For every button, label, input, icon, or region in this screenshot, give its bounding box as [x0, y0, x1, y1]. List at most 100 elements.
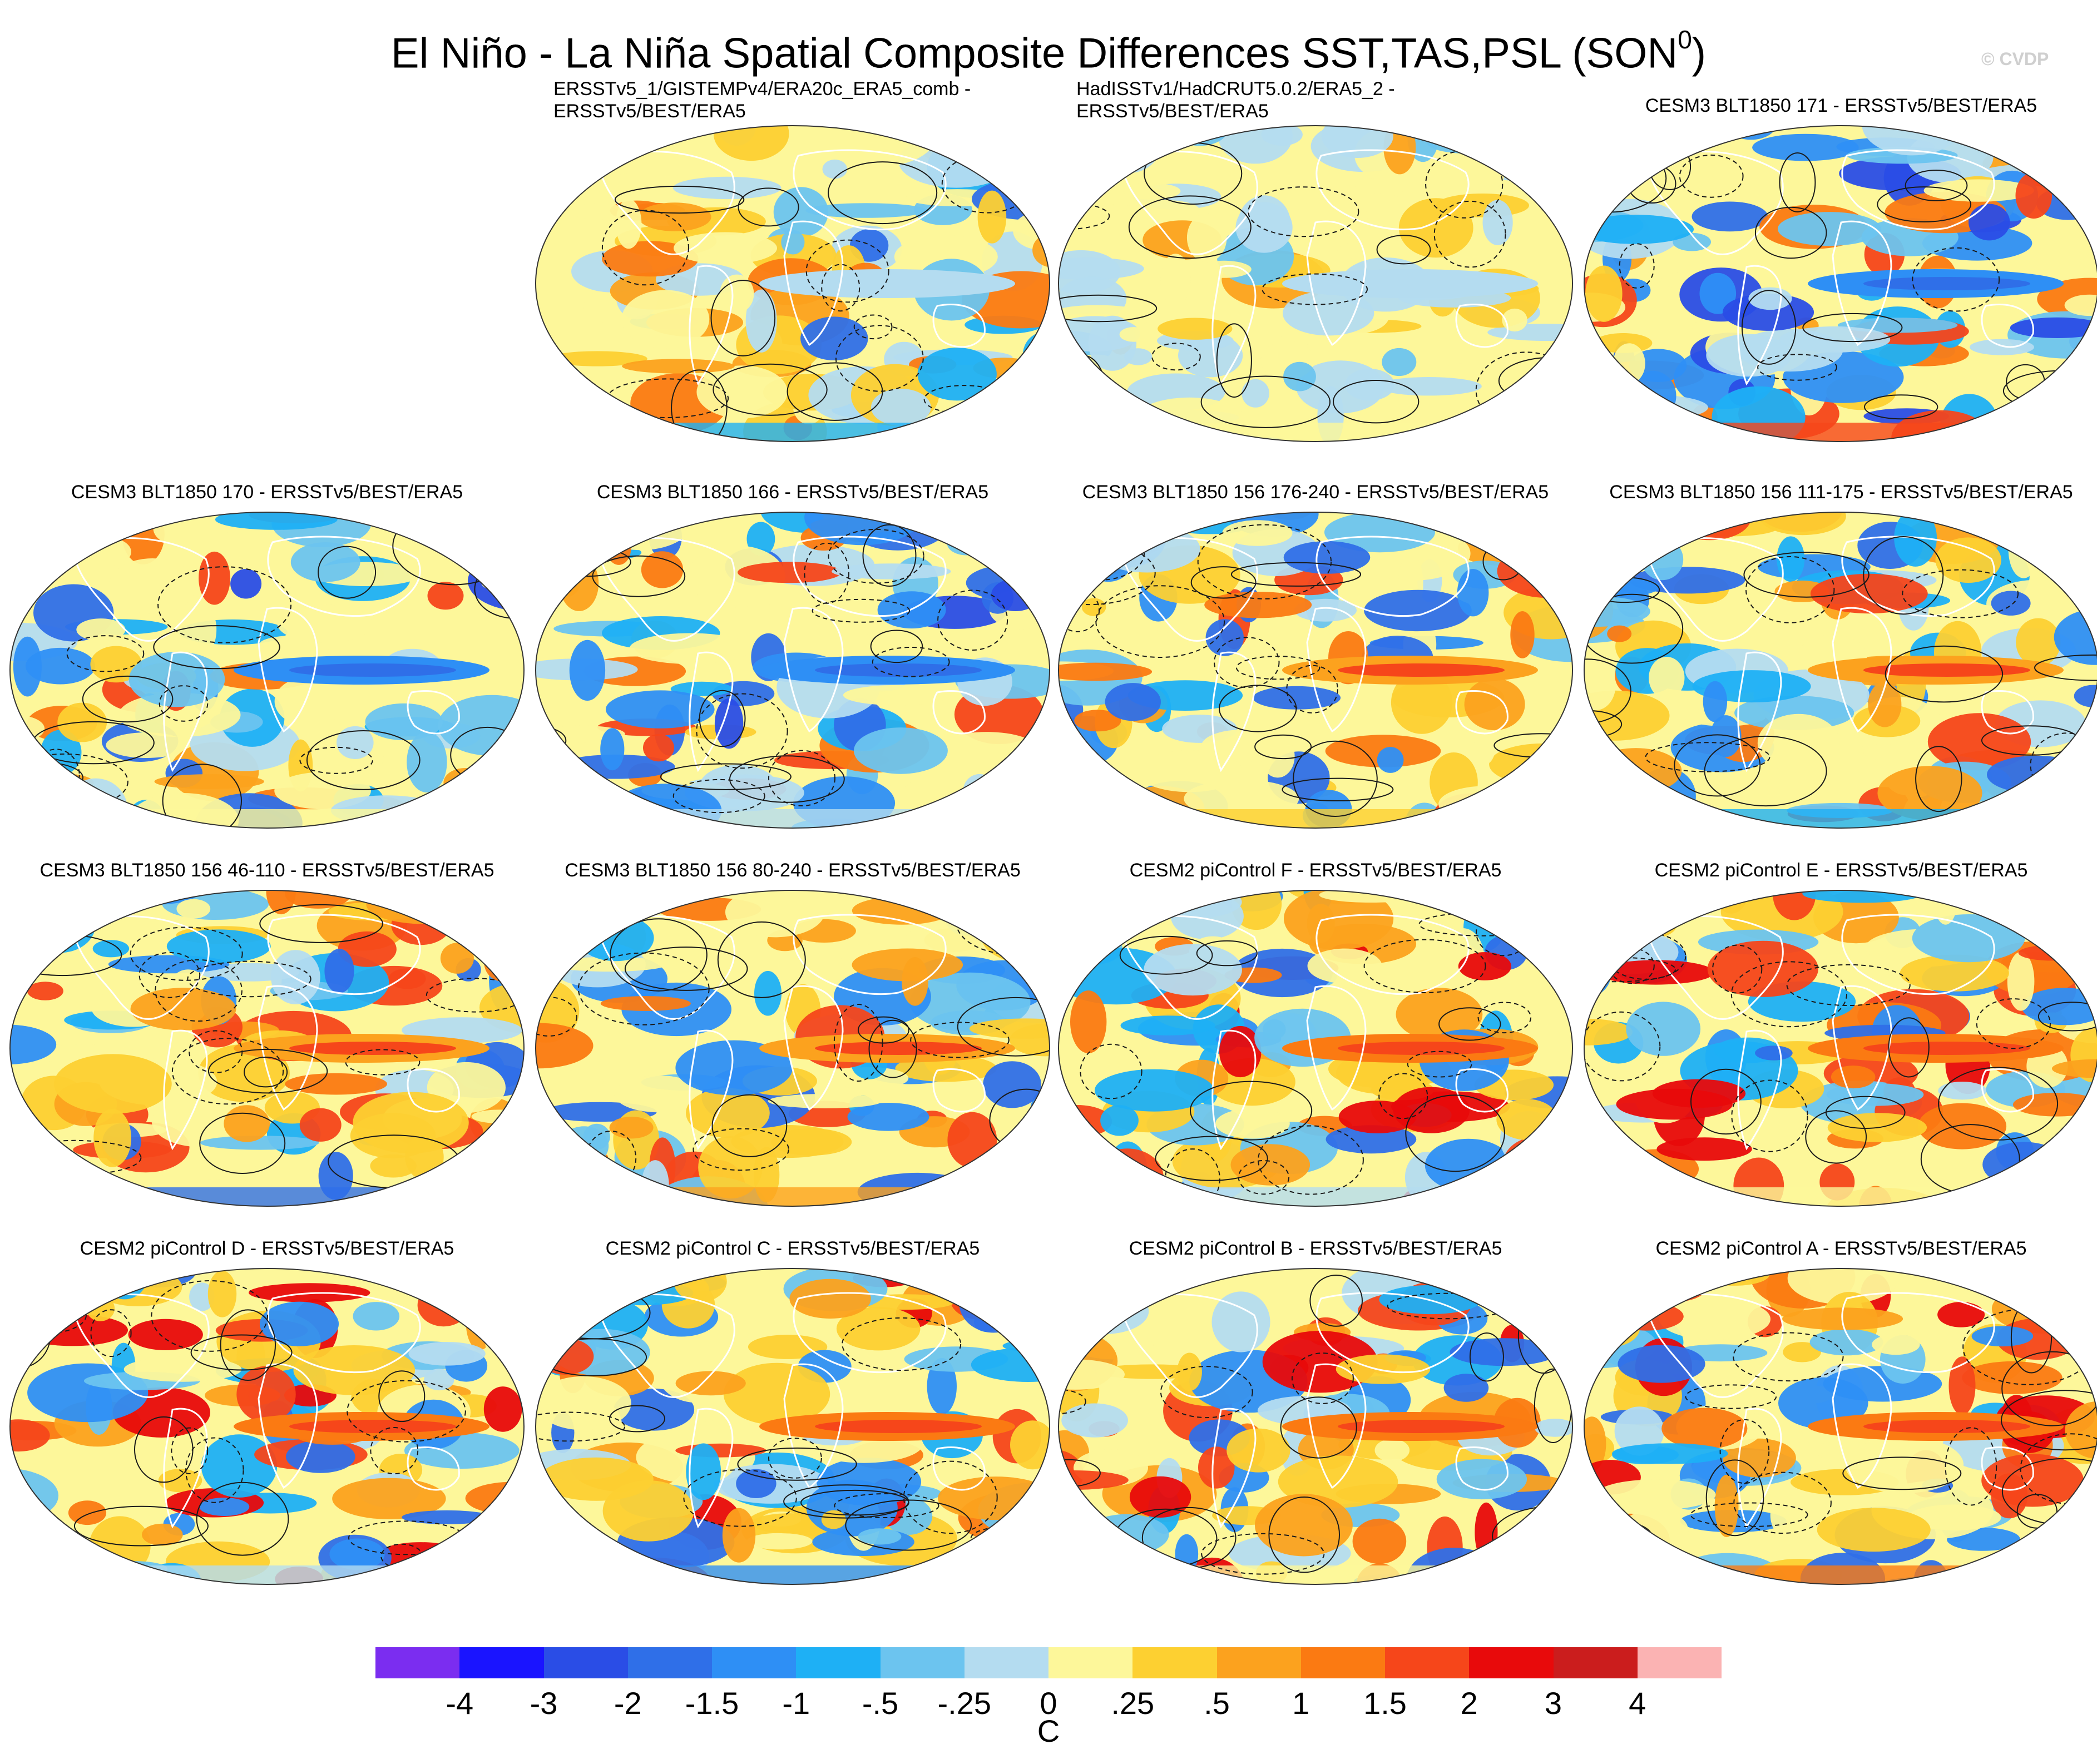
anomaly-patch — [545, 1524, 600, 1584]
anomaly-patch — [746, 1533, 813, 1550]
anomaly-patch — [1226, 1428, 1290, 1473]
anomaly-patch — [969, 1269, 1047, 1316]
anomaly-patch — [1607, 625, 1632, 642]
figure-title-text: El Niño - La Niña Spatial Composite Diff… — [390, 29, 1678, 77]
anomaly-patch — [557, 126, 649, 151]
equatorial-anomaly-core — [1338, 1042, 1505, 1055]
coastline — [71, 915, 210, 1020]
anomaly-patch — [673, 176, 782, 200]
coastline — [689, 1029, 734, 1151]
anomaly-patch — [230, 568, 262, 599]
psl-contour — [1825, 1096, 1906, 1129]
coastline — [1832, 985, 1892, 1111]
psl-contour — [477, 1129, 524, 1182]
anomaly-patch — [1059, 368, 1100, 424]
anomaly-patch — [547, 351, 647, 366]
colorbar-box — [627, 1647, 712, 1678]
anomaly-patch — [484, 944, 523, 982]
anomaly-patch — [536, 1023, 594, 1069]
psl-contour — [1151, 343, 1201, 371]
anomaly-patch — [1826, 1083, 1924, 1106]
coastline — [1120, 915, 1258, 1020]
coastline — [267, 536, 421, 617]
anomaly-patch — [1061, 1403, 1128, 1438]
anomaly-patch — [1714, 1474, 1739, 1538]
anomaly-patch — [643, 734, 674, 762]
anomaly-patch — [1374, 1439, 1410, 1462]
coastline — [932, 303, 986, 348]
anomaly-patch — [1283, 541, 1371, 574]
anomaly-patch — [1070, 990, 1107, 1053]
anomaly-patch — [1059, 1269, 1122, 1284]
anomaly-patch — [353, 1302, 400, 1331]
psl-contour — [614, 185, 745, 214]
anomaly-patch — [1219, 1025, 1262, 1078]
anomaly-patch — [1427, 131, 1513, 154]
psl-contour — [185, 1437, 244, 1503]
psl-contour — [672, 779, 765, 814]
psl-contour — [1902, 569, 2019, 618]
anomaly-patch — [1060, 1288, 1149, 1334]
anomaly-patch — [1254, 1494, 1353, 1557]
psl-contour — [1679, 154, 1744, 198]
anomaly-patch — [1692, 201, 1768, 232]
anomaly-patch — [754, 970, 782, 1016]
anomaly-patch — [1100, 1105, 1139, 1136]
anomaly-patch — [537, 1338, 594, 1375]
anomaly-patch — [1005, 1127, 1031, 1187]
psl-contour — [1236, 656, 1320, 680]
coastline — [1455, 690, 1509, 735]
anomaly-patch — [1544, 131, 1572, 188]
anomaly-patch — [462, 1269, 524, 1290]
anomaly-patch — [1352, 1518, 1407, 1564]
anomaly-patch — [1218, 126, 1293, 164]
psl-contour — [696, 693, 788, 769]
anomaly-patch — [832, 563, 951, 579]
anomaly-patch — [285, 1073, 387, 1095]
anomaly-patch — [1706, 334, 1792, 377]
anomaly-patch — [419, 1558, 460, 1584]
panel-title-line1: CESM2 piControl E - ERSSTv5/BEST/ERA5 — [1654, 860, 2028, 881]
anomaly-patch — [1284, 890, 1394, 950]
anomaly-patch — [400, 1269, 512, 1304]
anomaly-patch — [1059, 512, 1121, 523]
anomaly-patch — [1059, 919, 1101, 934]
colorbar-box — [1553, 1647, 1638, 1678]
psl-contour — [870, 630, 923, 663]
psl-contour — [10, 762, 84, 794]
world-map-robinson — [1584, 1268, 2097, 1585]
anomaly-patch — [1777, 212, 1881, 246]
panel-title: CESM2 piControl A - ERSSTv5/BEST/ERA5 — [1580, 1237, 2097, 1287]
equatorial-anomaly-core — [1863, 1042, 2030, 1055]
anomaly-patch — [1007, 919, 1038, 944]
anomaly-patch — [1354, 1171, 1405, 1186]
anomaly-patch — [118, 692, 241, 737]
psl-contour — [189, 1030, 243, 1073]
anomaly-patch — [1585, 265, 1623, 322]
anomaly-patch — [858, 1528, 902, 1545]
psl-contour — [1282, 777, 1394, 801]
anomaly-patch — [600, 728, 625, 771]
coastline — [1315, 914, 1470, 995]
psl-contour — [1293, 740, 1378, 817]
world-map-robinson — [1058, 512, 1573, 829]
anomaly-patch — [1598, 960, 1714, 985]
psl-contour — [1059, 294, 1158, 323]
psl-contour — [1248, 186, 1359, 237]
panel-title-line1: CESM3 BLT1850 156 176-240 - ERSSTv5/BEST… — [1082, 482, 1549, 503]
anomaly-patch — [1177, 1352, 1202, 1391]
anomaly-patch — [536, 1127, 552, 1166]
coastline — [1832, 607, 1892, 733]
psl-contour — [2020, 1433, 2097, 1505]
psl-contour — [159, 685, 209, 722]
anomaly-patch — [224, 1105, 270, 1142]
anomaly-patch — [934, 732, 1038, 767]
anomaly-patch — [2023, 920, 2097, 940]
anomaly-patch — [1918, 1103, 2007, 1149]
anomaly-patch — [468, 796, 524, 828]
anomaly-patch — [1635, 1274, 1707, 1302]
psl-contour — [32, 749, 80, 801]
anomaly-patch — [553, 126, 582, 132]
colorbar-ticks: -4 -3 -2 -1.5 -1 -.5 -.25 0 .25 .5 1 1.5 2 3 4 — [0, 1685, 2097, 1724]
anomaly-patch — [1059, 1528, 1077, 1546]
